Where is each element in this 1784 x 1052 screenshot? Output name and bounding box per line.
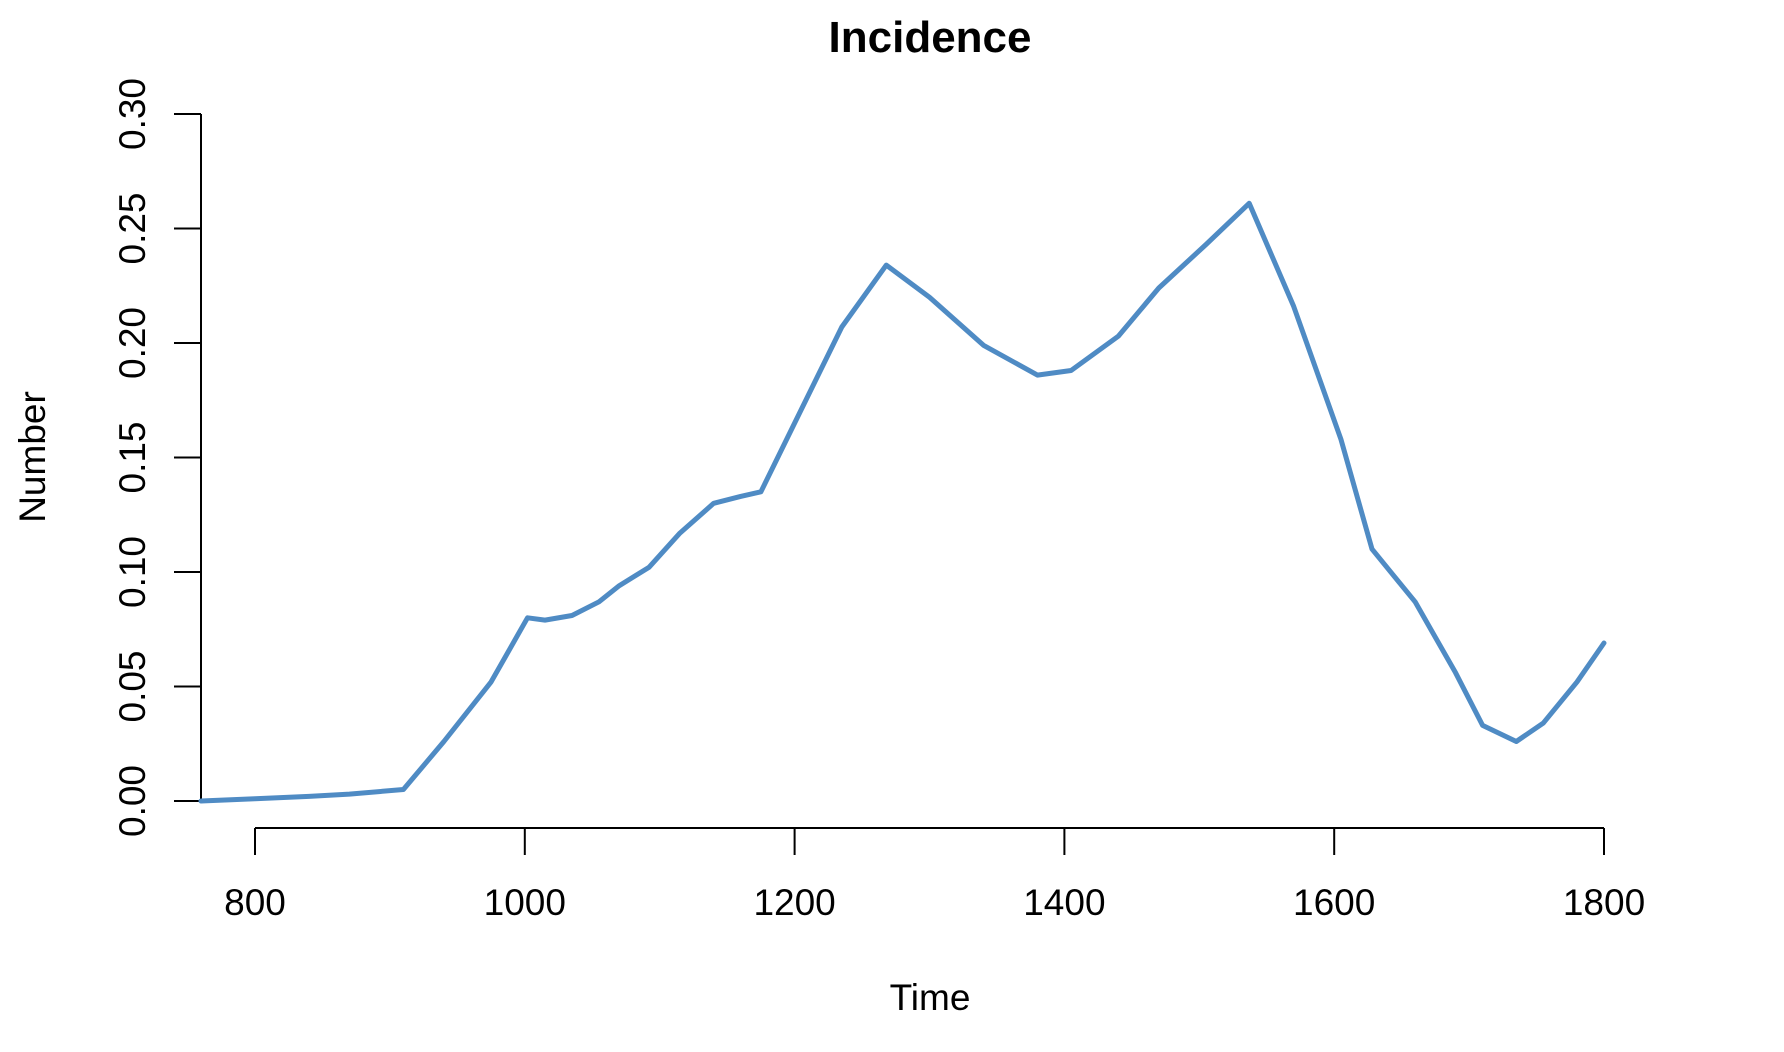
y-tick-label: 0.25: [112, 192, 153, 264]
chart-title: Incidence: [829, 13, 1032, 62]
y-tick-label: 0.30: [112, 78, 153, 150]
y-tick-label: 0.20: [112, 307, 153, 379]
y-ticks: 0.00 0.05 0.10 0.15 0.20 0.25 0.30: [112, 78, 201, 837]
series-line: [198, 200, 1607, 804]
y-tick-label: 0.10: [112, 536, 153, 608]
x-ticks: 800 1000 1200 1400 1600 1800: [224, 828, 1645, 923]
y-tick-label: 0.15: [112, 421, 153, 493]
x-axis-label: Time: [890, 977, 971, 1018]
y-axis-label: Number: [12, 391, 53, 523]
x-tick-label: 1600: [1293, 882, 1375, 923]
y-tick-label: 0.05: [112, 650, 153, 722]
x-tick-label: 800: [224, 882, 286, 923]
x-tick-label: 1200: [753, 882, 835, 923]
x-tick-label: 1000: [484, 882, 566, 923]
x-tick-label: 1800: [1563, 882, 1645, 923]
x-tick-label: 1400: [1023, 882, 1105, 923]
y-tick-label: 0.00: [112, 765, 153, 837]
